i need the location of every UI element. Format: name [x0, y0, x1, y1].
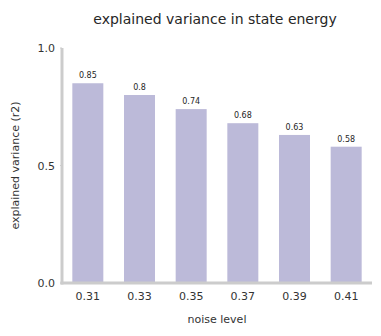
bar — [176, 109, 207, 283]
y-tick-label: 0.5 — [38, 160, 56, 173]
x-tick-label: 0.37 — [231, 290, 256, 303]
x-tick-label: 0.39 — [282, 290, 307, 303]
x-axis — [61, 282, 373, 285]
x-tick-label: 0.31 — [76, 290, 101, 303]
bar — [124, 95, 155, 283]
data-label: 0.85 — [79, 71, 97, 80]
bar — [72, 83, 103, 283]
bar — [279, 135, 310, 283]
title: explained variance in state energy — [93, 11, 336, 27]
y-tick — [60, 48, 62, 49]
x-tick-label: 0.35 — [179, 290, 204, 303]
chart: explained variance in state energy 0.85 0.… — [0, 0, 381, 336]
y-tick-label: 0.0 — [38, 277, 56, 290]
y-tick — [60, 283, 62, 284]
data-label: 0.8 — [133, 83, 146, 92]
data-label: 0.58 — [337, 135, 355, 144]
x-tick-label: 0.41 — [334, 290, 359, 303]
bars — [72, 83, 361, 283]
bar — [227, 123, 258, 283]
x-tick-label: 0.33 — [127, 290, 152, 303]
data-label: 0.63 — [286, 123, 304, 132]
y-axis-label: explained variance (r2) — [9, 101, 22, 229]
y-tick-label: 1.0 — [38, 42, 56, 55]
bar — [331, 147, 362, 283]
data-label: 0.68 — [234, 111, 252, 120]
y-tick — [60, 165, 62, 166]
data-label: 0.74 — [182, 97, 200, 106]
x-axis-label: noise level — [188, 313, 247, 326]
y-axis — [61, 48, 64, 285]
chart-container: explained variance in state energy 0.85 0.… — [0, 0, 381, 336]
